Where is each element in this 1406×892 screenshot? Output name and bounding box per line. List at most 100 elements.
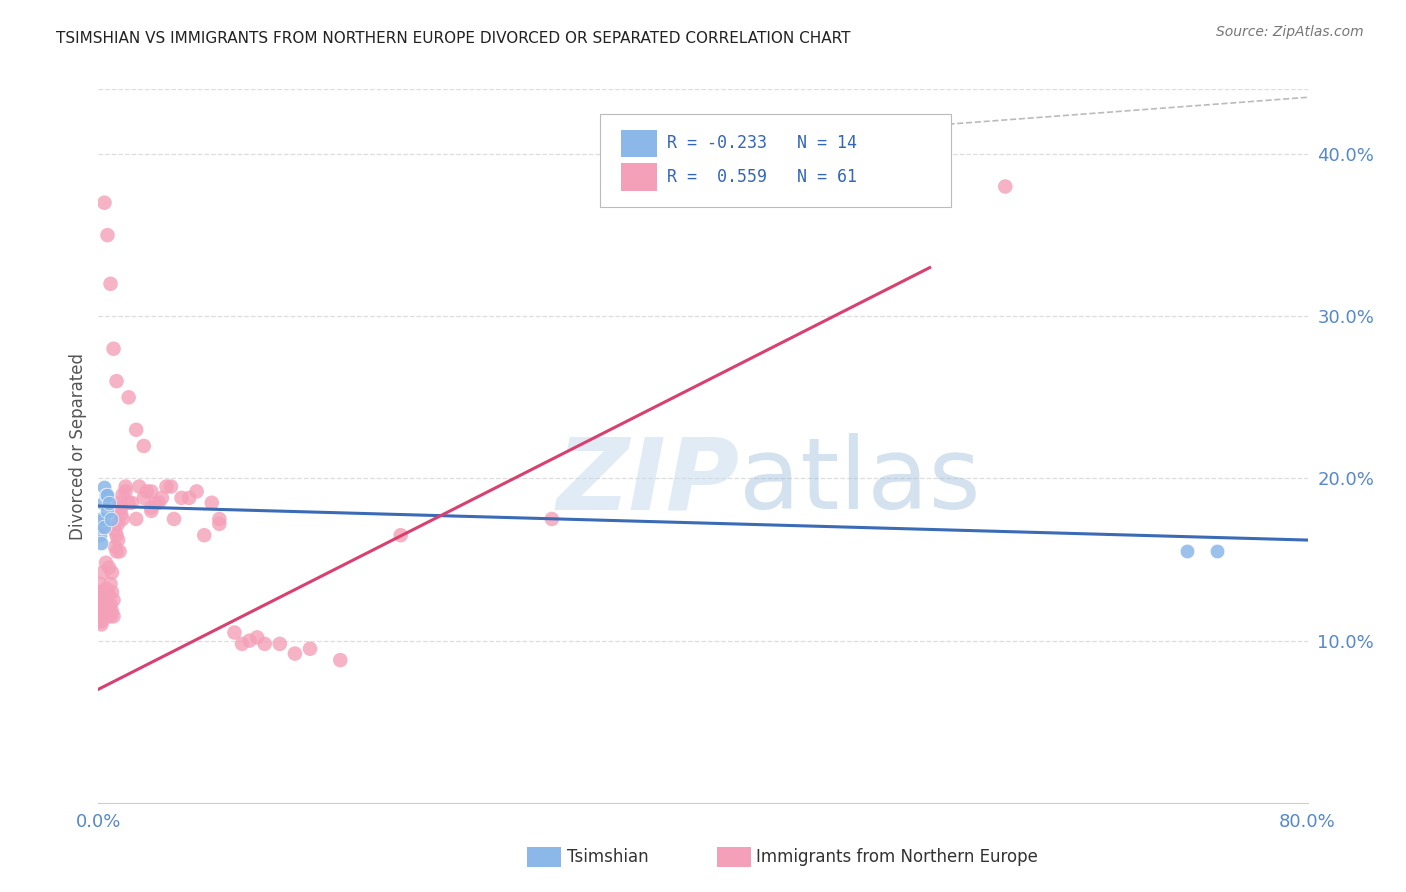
Point: [329, 653, 352, 667]
Point: [105, 374, 128, 388]
Y-axis label: Divorced or Separated: Divorced or Separated: [69, 352, 87, 540]
Text: TSIMSHIAN VS IMMIGRANTS FROM NORTHERN EUROPE DIVORCED OR SEPARATED CORRELATION C: TSIMSHIAN VS IMMIGRANTS FROM NORTHERN EU…: [56, 31, 851, 46]
Point: [100, 577, 122, 591]
Point: [616, 179, 638, 194]
Point: [246, 631, 269, 645]
Point: [96, 228, 118, 243]
Point: [1206, 544, 1229, 558]
Point: [89, 512, 111, 526]
Point: [111, 488, 134, 502]
Point: [98, 601, 121, 615]
Point: [141, 500, 163, 515]
Point: [100, 512, 122, 526]
Text: R =  0.559   N = 61: R = 0.559 N = 61: [666, 168, 856, 186]
Point: [94, 582, 117, 596]
Point: [224, 625, 246, 640]
Point: [89, 609, 111, 624]
Point: [103, 593, 125, 607]
Point: [91, 593, 114, 607]
Point: [93, 588, 115, 602]
FancyBboxPatch shape: [621, 130, 657, 157]
Point: [90, 536, 112, 550]
Text: Immigrants from Northern Europe: Immigrants from Northern Europe: [756, 848, 1038, 866]
Point: [93, 195, 115, 210]
Point: [103, 342, 125, 356]
Text: R = -0.233   N = 14: R = -0.233 N = 14: [666, 135, 856, 153]
Text: atlas: atlas: [740, 434, 981, 530]
Point: [1175, 544, 1198, 558]
Point: [89, 614, 111, 628]
Point: [110, 500, 132, 515]
Point: [94, 593, 117, 607]
Point: [148, 496, 170, 510]
Point: [94, 556, 117, 570]
Point: [94, 488, 117, 502]
Point: [125, 512, 148, 526]
Point: [100, 277, 122, 291]
Point: [91, 566, 114, 580]
Point: [155, 479, 177, 493]
Point: [108, 496, 131, 510]
Point: [107, 533, 129, 547]
Point: [994, 179, 1017, 194]
Point: [170, 491, 193, 505]
Point: [108, 544, 131, 558]
Point: [90, 617, 112, 632]
Point: [96, 601, 118, 615]
Text: Source: ZipAtlas.com: Source: ZipAtlas.com: [1216, 25, 1364, 39]
Point: [239, 633, 262, 648]
Point: [91, 609, 114, 624]
Point: [104, 540, 127, 554]
Point: [105, 544, 128, 558]
Point: [231, 637, 253, 651]
Point: [89, 528, 111, 542]
FancyBboxPatch shape: [621, 163, 657, 191]
Point: [110, 507, 132, 521]
Point: [107, 516, 129, 531]
Point: [93, 479, 115, 493]
FancyBboxPatch shape: [600, 114, 950, 207]
Point: [90, 614, 112, 628]
Point: [179, 491, 201, 505]
Point: [284, 647, 307, 661]
Point: [299, 641, 322, 656]
Point: [201, 496, 224, 510]
Point: [186, 484, 208, 499]
Point: [193, 528, 215, 542]
Point: [208, 512, 231, 526]
Point: [101, 585, 124, 599]
Point: [105, 528, 128, 542]
Point: [128, 479, 150, 493]
Point: [89, 577, 111, 591]
Point: [93, 598, 115, 612]
Point: [96, 504, 118, 518]
Point: [118, 390, 141, 404]
Point: [141, 484, 163, 499]
Point: [93, 609, 115, 624]
Point: [89, 593, 111, 607]
Point: [101, 604, 124, 618]
Point: [90, 593, 112, 607]
Point: [89, 593, 111, 607]
Point: [132, 439, 155, 453]
Text: ZIP: ZIP: [557, 434, 740, 530]
Point: [98, 588, 121, 602]
Point: [101, 566, 124, 580]
Point: [253, 637, 276, 651]
Point: [90, 520, 112, 534]
Point: [540, 512, 562, 526]
Point: [103, 609, 125, 624]
Point: [114, 484, 136, 499]
Point: [150, 491, 173, 505]
Point: [91, 496, 114, 510]
Point: [104, 524, 127, 538]
Point: [160, 479, 183, 493]
Point: [90, 604, 112, 618]
Point: [89, 601, 111, 615]
Point: [94, 604, 117, 618]
Point: [269, 637, 291, 651]
Point: [132, 491, 155, 505]
Point: [100, 609, 122, 624]
Point: [208, 516, 231, 531]
Text: Tsimshian: Tsimshian: [567, 848, 648, 866]
